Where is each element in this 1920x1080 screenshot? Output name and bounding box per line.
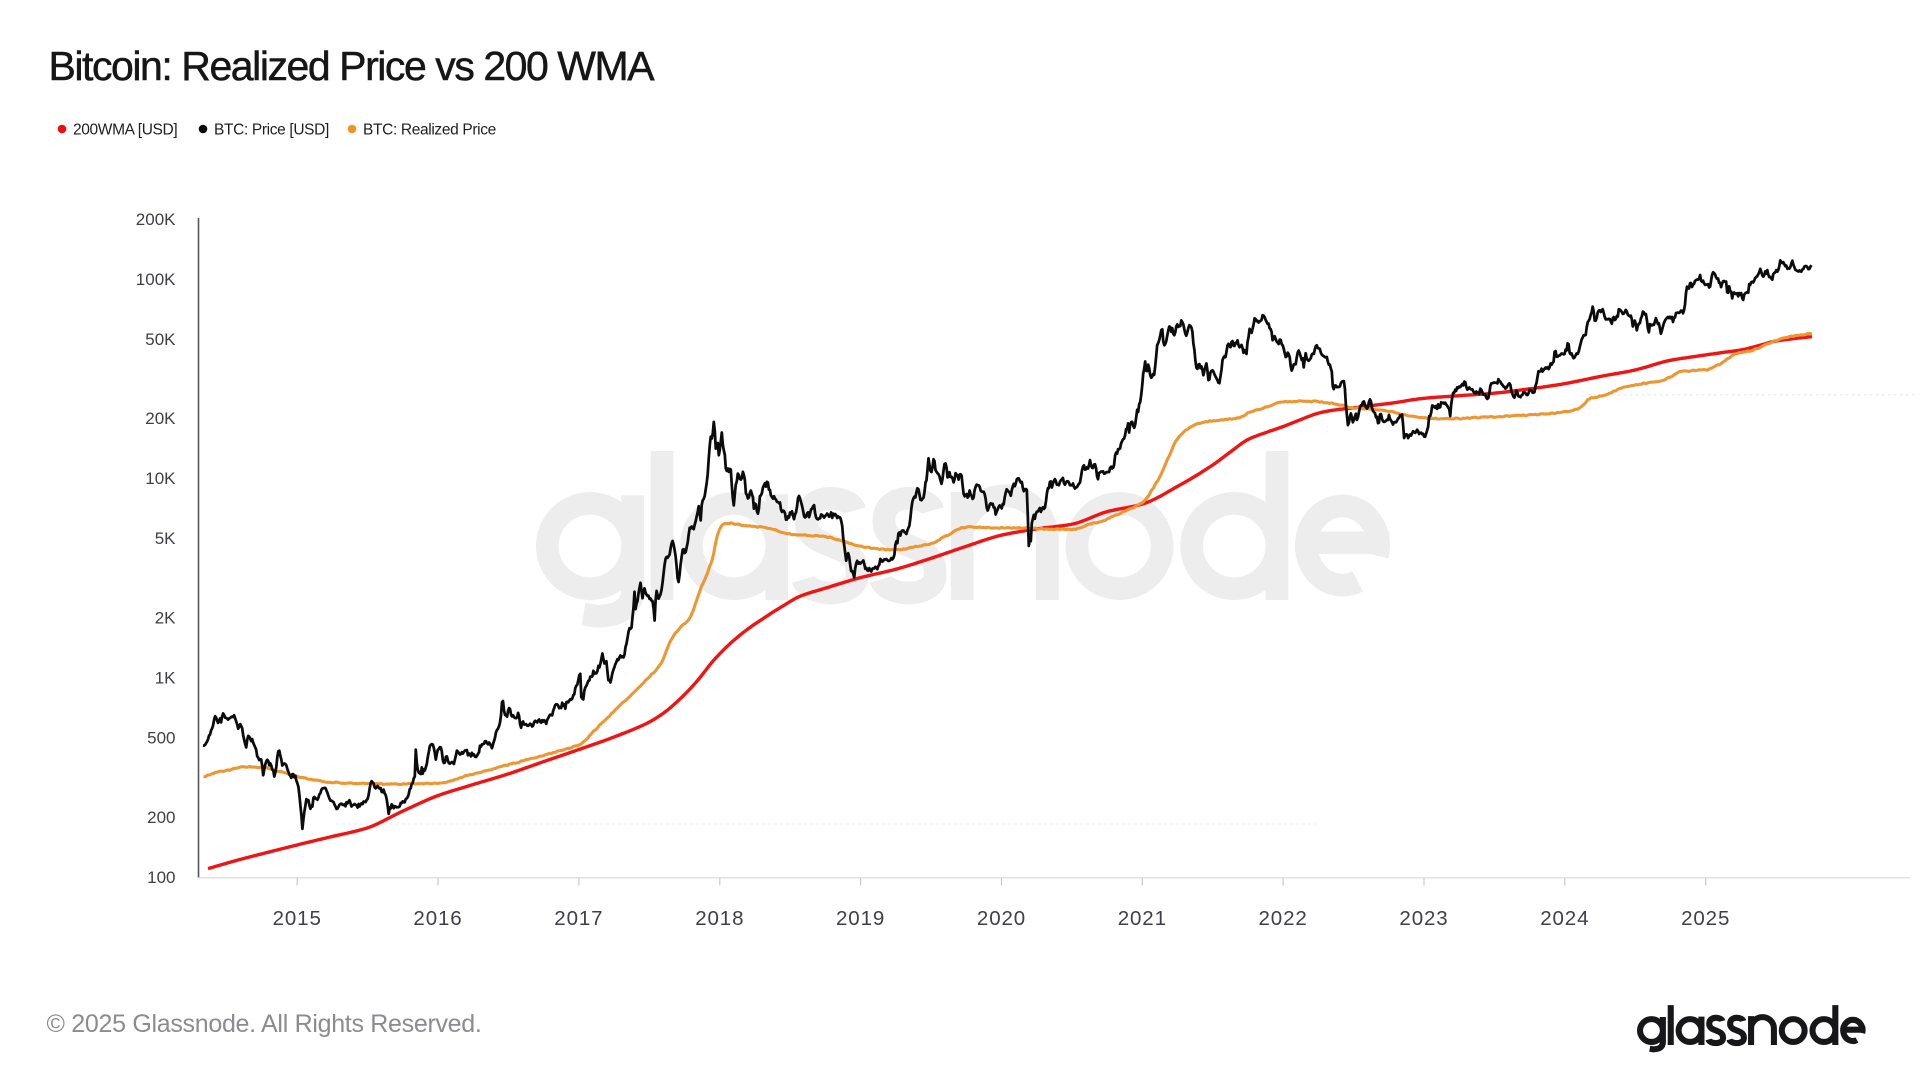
svg-text:2017: 2017 bbox=[554, 907, 603, 930]
svg-text:BTC: Price [USD]: BTC: Price [USD] bbox=[214, 122, 329, 139]
svg-text:200K: 200K bbox=[136, 210, 176, 229]
svg-text:20K: 20K bbox=[145, 409, 176, 428]
svg-text:5K: 5K bbox=[155, 529, 176, 548]
svg-text:100K: 100K bbox=[136, 270, 176, 289]
svg-text:2025: 2025 bbox=[1681, 907, 1730, 930]
svg-text:2018: 2018 bbox=[695, 907, 744, 930]
svg-text:BTC: Realized Price: BTC: Realized Price bbox=[363, 122, 496, 139]
svg-text:50K: 50K bbox=[145, 330, 176, 349]
svg-text:100: 100 bbox=[147, 868, 175, 887]
svg-text:2016: 2016 bbox=[413, 907, 462, 930]
svg-text:© 2025 Glassnode. All Rights R: © 2025 Glassnode. All Rights Reserved. bbox=[47, 1010, 482, 1038]
svg-text:2K: 2K bbox=[155, 609, 176, 628]
svg-text:500: 500 bbox=[147, 729, 175, 748]
svg-text:2023: 2023 bbox=[1399, 907, 1448, 930]
svg-text:10K: 10K bbox=[145, 469, 176, 488]
svg-text:2021: 2021 bbox=[1118, 907, 1167, 930]
svg-text:2020: 2020 bbox=[977, 907, 1026, 930]
svg-text:1K: 1K bbox=[155, 669, 176, 688]
svg-text:200: 200 bbox=[147, 808, 175, 827]
svg-text:Bitcoin: Realized Price vs 200: Bitcoin: Realized Price vs 200 WMA bbox=[49, 43, 656, 89]
svg-text:200WMA [USD]: 200WMA [USD] bbox=[73, 122, 177, 139]
svg-text:2024: 2024 bbox=[1540, 907, 1589, 930]
svg-text:2015: 2015 bbox=[273, 907, 322, 930]
svg-text:2019: 2019 bbox=[836, 907, 885, 930]
svg-text:2022: 2022 bbox=[1258, 907, 1307, 930]
